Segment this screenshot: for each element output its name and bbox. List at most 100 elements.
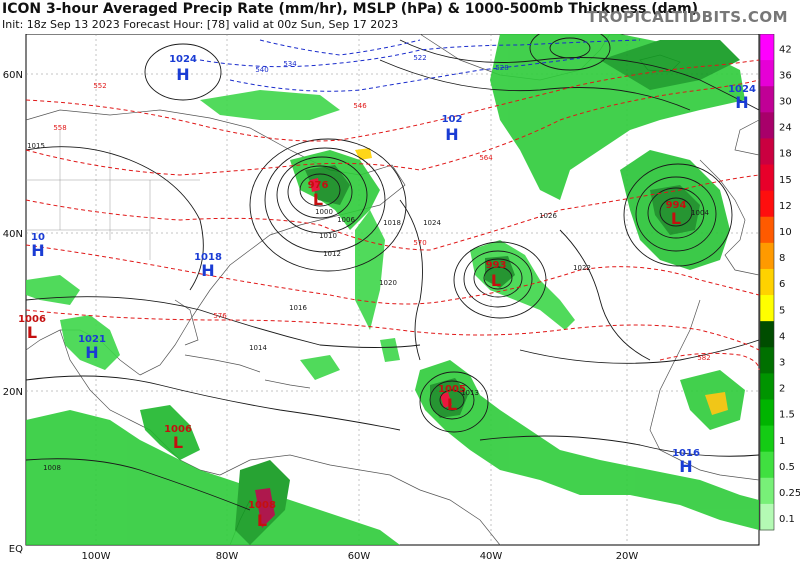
colorbar-label: 3 [779, 358, 785, 369]
colorbar-swatch [760, 373, 774, 400]
colorbar-swatch [760, 347, 774, 374]
high-label-letter: H [31, 241, 44, 260]
isobar-label: 1022 [573, 264, 591, 272]
high-label-value: 1016 [672, 448, 700, 459]
colorbar-label: 15 [779, 175, 792, 186]
isobars [25, 25, 760, 511]
lon-label: 80W [216, 551, 239, 562]
thickness-label: 576 [213, 312, 227, 320]
colorbar-swatch [760, 321, 774, 348]
isobar-label: 1004 [691, 209, 709, 217]
lon-label: 100W [82, 551, 111, 562]
thickness-lines [25, 39, 760, 371]
colorbar-label: 1 [779, 436, 785, 447]
thickness-label: 570 [413, 239, 426, 247]
colorbar-label: 24 [779, 123, 792, 134]
isobar-label: 1008 [43, 464, 61, 472]
low-label-letter: L [27, 323, 37, 342]
lat-label: 60N [3, 70, 23, 81]
colorbar-swatch [760, 164, 774, 192]
isobar-label: 1006 [337, 216, 355, 224]
high-label-value: 1024 [169, 54, 197, 65]
thickness-value-labels: 552 558 564 570 576 582 546 540 534 528 … [53, 54, 710, 362]
site-logo[interactable]: TROPICALTIDBITS.COM [587, 8, 788, 26]
high-label-letter: H [176, 65, 189, 84]
thickness-label: 582 [697, 354, 710, 362]
colorbar: 42 36 30 24 18 15 12 10 8 6 5 4 3 2 1.5 1 0.5 0.25 0.1 [759, 33, 800, 531]
isobar-label: 1026 [539, 212, 557, 220]
colorbar-label: 12 [779, 201, 792, 212]
colorbar-label: 6 [779, 279, 785, 290]
low-label-letter: L [447, 395, 457, 414]
low-label-letter: L [491, 271, 501, 290]
thickness-label: 546 [353, 102, 367, 110]
colorbar-swatch [760, 138, 774, 166]
high-label-value: 10 [31, 232, 45, 243]
high-label-letter: H [201, 261, 214, 280]
lat-axis: 60N 40N 20N EQ [3, 70, 23, 555]
low-label-letter: L [313, 190, 323, 209]
high-label-letter: H [85, 343, 98, 362]
high-label-letter: H [445, 125, 458, 144]
isobar-label: 1014 [249, 344, 267, 352]
colorbar-swatch [760, 503, 774, 531]
colorbar-swatch [760, 399, 774, 427]
colorbar-label: 36 [779, 70, 792, 81]
low-label-value: 1006 [18, 314, 46, 325]
precip-areas [26, 34, 759, 545]
low-label-value: 1006 [164, 424, 192, 435]
header: ICON 3-hour Averaged Precip Rate (mm/hr)… [0, 0, 800, 34]
colorbar-label: 8 [779, 253, 785, 264]
thickness-label: 534 [283, 60, 297, 68]
colorbar-label: 2 [779, 384, 785, 395]
high-label-value: 102 [442, 114, 463, 125]
colorbar-frame [759, 33, 775, 531]
low-label-value: 994 [666, 200, 687, 211]
colorbar-label: 42 [779, 44, 792, 55]
colorbar-label: 0.5 [779, 462, 795, 473]
thickness-label: 564 [479, 154, 493, 162]
lon-label: 40W [480, 551, 503, 562]
low-label-letter: L [671, 209, 681, 228]
thickness-label: 558 [53, 124, 66, 132]
isobar-label: 1024 [423, 219, 441, 227]
colorbar-swatch [760, 295, 774, 322]
isobar-value-labels: 1024 1020 1016 1012 1010 1008 1014 1018 … [27, 142, 709, 472]
colorbar-label: 30 [779, 96, 792, 107]
colorbar-label: 0.25 [779, 488, 800, 499]
lat-label: 20N [3, 387, 23, 398]
isobar-label: 1013 [461, 389, 479, 397]
high-label-value: 1024 [728, 84, 756, 95]
lat-label: EQ [9, 544, 23, 555]
low-label-value: 976 [308, 180, 329, 191]
colorbar-label: 1.5 [779, 410, 795, 421]
colorbar-swatch [760, 477, 774, 505]
colorbar-label: 10 [779, 227, 792, 238]
colorbar-swatch [760, 425, 774, 453]
high-label-value: 1018 [194, 252, 222, 263]
colorbar-swatch [760, 60, 774, 87]
thickness-label: 522 [413, 54, 426, 62]
isobar-label: 1020 [379, 279, 397, 287]
high-label-value: 1021 [78, 334, 106, 345]
lon-label: 60W [348, 551, 371, 562]
colorbar-label: 18 [779, 149, 792, 160]
colorbar-swatch [760, 112, 774, 139]
colorbar-swatch [760, 451, 774, 479]
low-label-value: 1005 [438, 384, 466, 395]
colorbar-swatch [760, 268, 774, 296]
isobar-label: 1018 [383, 219, 401, 227]
isobar-label: 1000 [315, 208, 333, 216]
run-info: Init: 18z Sep 13 2023 Forecast Hour: [78… [2, 18, 399, 31]
low-label-letter: L [173, 433, 183, 452]
isobar-label: 1015 [27, 142, 45, 150]
colorbar-label: 5 [779, 305, 785, 316]
high-label-letter: H [679, 457, 692, 476]
isobar-label: 1012 [323, 250, 341, 258]
lon-label: 20W [616, 551, 639, 562]
colorbar-label: 0.1 [779, 514, 795, 525]
pressure-centers: 1024 H 102 H 1024 H 10 H 1018 H 1021 H 1… [18, 54, 756, 530]
low-label-value: 1008 [248, 500, 276, 511]
lon-axis: 100W 80W 60W 40W 20W [82, 551, 639, 562]
